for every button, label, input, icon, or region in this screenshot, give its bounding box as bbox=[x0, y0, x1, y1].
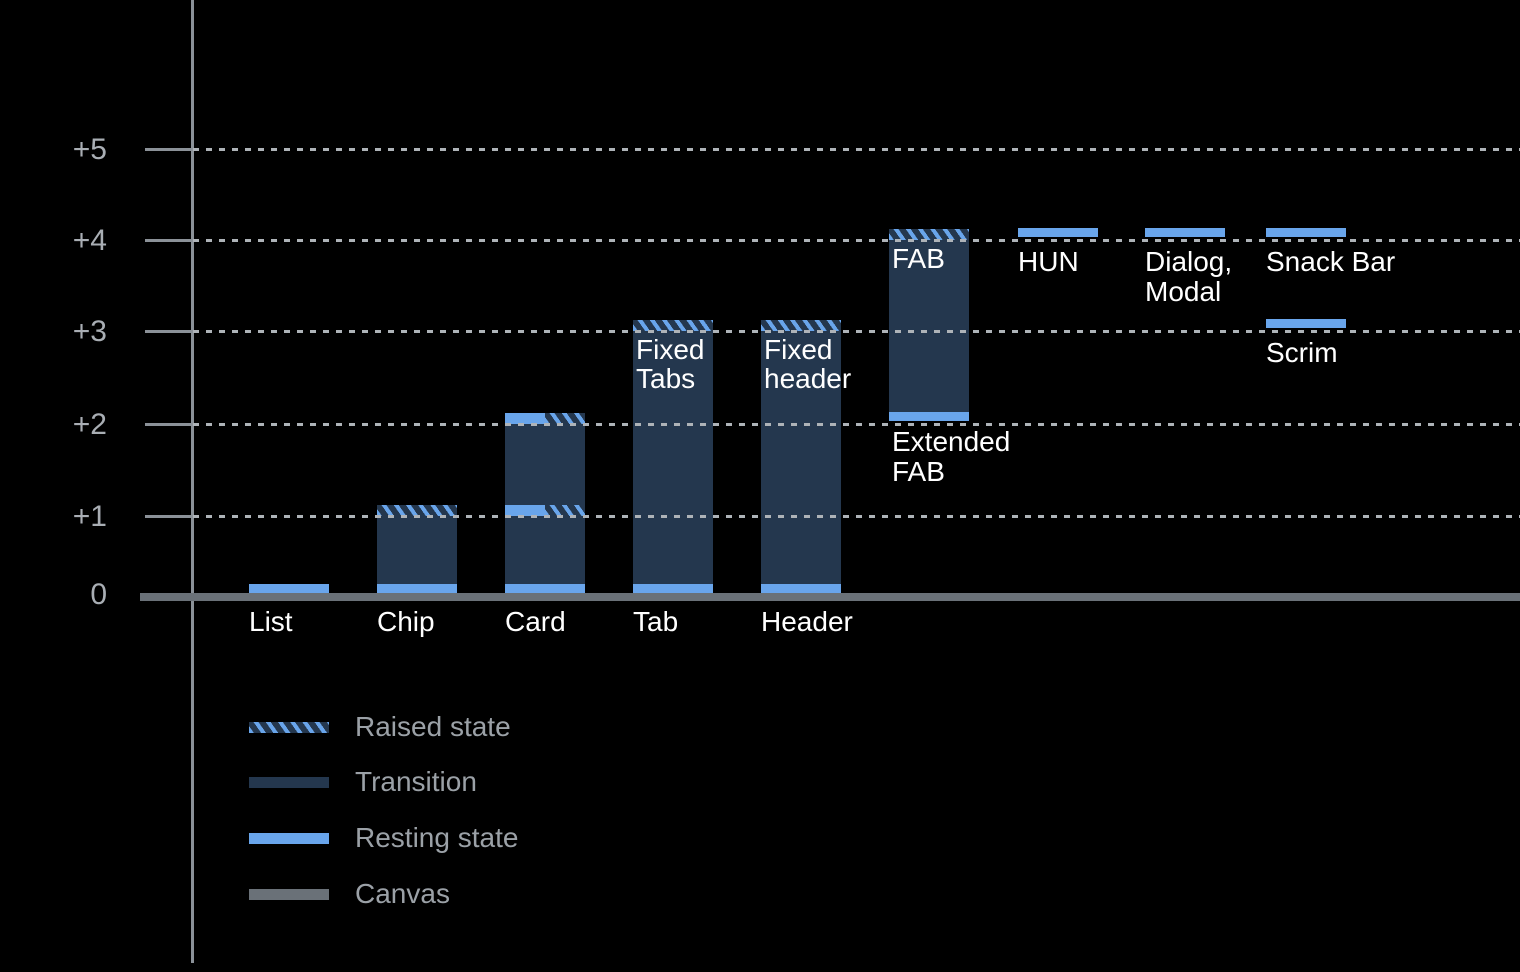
bar-header-transition bbox=[761, 331, 841, 593]
y-tick-label-0: 0 bbox=[90, 578, 107, 611]
bar-label-snack-bar: Snack Bar bbox=[1266, 246, 1396, 277]
bar-label-scrim: Scrim bbox=[1266, 337, 1338, 368]
bar-card-raised-level1 bbox=[545, 505, 585, 516]
y-tick-+4 bbox=[145, 239, 192, 242]
legend-item-transition: Transition bbox=[249, 767, 477, 797]
bar-dialog-modal bbox=[1145, 228, 1225, 237]
bar-label-tab: Tab bbox=[633, 606, 679, 637]
canvas-baseline bbox=[140, 593, 1520, 601]
bar-card-resting-level2 bbox=[505, 413, 545, 424]
legend-label-resting-state: Resting state bbox=[355, 822, 519, 853]
bar-header-resting bbox=[761, 584, 841, 593]
gridline-+1 bbox=[193, 515, 1520, 518]
bar-snack-bar bbox=[1266, 228, 1346, 237]
y-tick-label-+3: +3 bbox=[72, 315, 107, 348]
legend-label-raised-state: Raised state bbox=[355, 711, 511, 742]
bar-card-resting bbox=[505, 584, 585, 593]
bar-card-raised-level2 bbox=[545, 413, 585, 424]
bar-chip-raised bbox=[377, 505, 457, 516]
y-axis-line bbox=[191, 0, 194, 963]
bar-tab-transition bbox=[633, 331, 713, 593]
legend-label-canvas: Canvas bbox=[355, 878, 450, 909]
bar-card-resting-level1 bbox=[505, 505, 545, 516]
y-tick-+5 bbox=[145, 148, 192, 151]
gridline-+5 bbox=[193, 148, 1520, 151]
bar-chip-transition bbox=[377, 516, 457, 593]
y-tick-+1 bbox=[145, 515, 192, 518]
bar-fab-raised bbox=[889, 229, 969, 240]
bar-header-raised bbox=[761, 320, 841, 331]
bar-inner-label-header: Fixed header bbox=[764, 334, 852, 394]
y-tick-label-+4: +4 bbox=[72, 224, 107, 257]
canvas-swatch bbox=[249, 888, 329, 900]
bar-label-list: List bbox=[249, 606, 293, 637]
y-tick-+3 bbox=[145, 330, 192, 333]
transition-swatch bbox=[249, 776, 329, 788]
bar-list-resting bbox=[249, 584, 329, 593]
bar-inner-label-tab: Fixed Tabs bbox=[636, 334, 705, 394]
bar-below-label-fab: Extended FAB bbox=[892, 426, 1011, 487]
bar-label-chip: Chip bbox=[377, 606, 435, 637]
bar-inner-label-fab: FAB bbox=[892, 243, 945, 274]
bar-hun bbox=[1018, 228, 1098, 237]
bar-label-dialog-modal: Dialog, Modal bbox=[1145, 246, 1233, 307]
bar-label-card: Card bbox=[505, 606, 566, 637]
gridline-+2 bbox=[193, 423, 1520, 426]
y-tick-+2 bbox=[145, 423, 192, 426]
resting-state-swatch bbox=[249, 832, 329, 844]
bar-label-hun: HUN bbox=[1018, 246, 1079, 277]
legend-item-canvas: Canvas bbox=[249, 879, 450, 909]
bar-tab-raised bbox=[633, 320, 713, 331]
bar-scrim bbox=[1266, 319, 1346, 328]
bar-tab-resting bbox=[633, 584, 713, 593]
legend-label-transition: Transition bbox=[355, 766, 477, 797]
y-tick-label-+2: +2 bbox=[72, 408, 107, 441]
legend-item-resting-state: Resting state bbox=[249, 823, 518, 853]
raised-state-swatch bbox=[249, 721, 329, 733]
bar-chip-resting bbox=[377, 584, 457, 593]
y-tick-label-+1: +1 bbox=[72, 500, 107, 533]
legend-item-raised-state: Raised state bbox=[249, 712, 511, 742]
gridline-+3 bbox=[193, 330, 1520, 333]
bar-label-header: Header bbox=[761, 606, 853, 637]
bar-fab-resting bbox=[889, 412, 969, 421]
y-tick-label-+5: +5 bbox=[72, 133, 107, 166]
gridline-+4 bbox=[193, 239, 1520, 242]
